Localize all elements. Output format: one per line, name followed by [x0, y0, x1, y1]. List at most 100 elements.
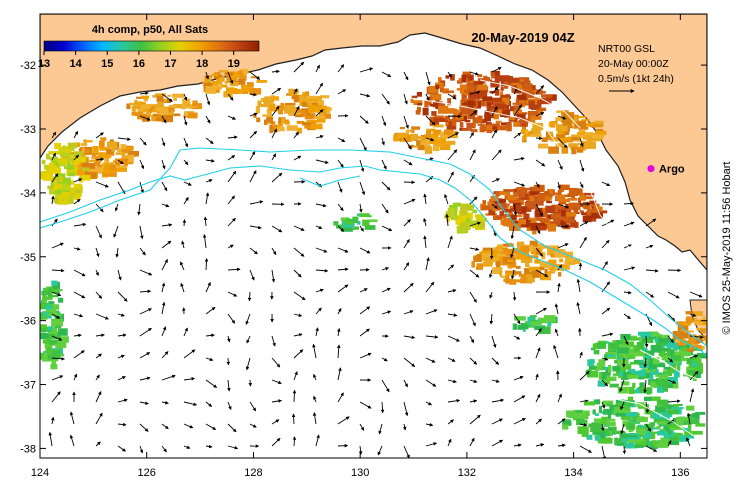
- sst-pixel: [467, 113, 476, 120]
- sst-pixel: [561, 146, 568, 154]
- sst-pixel: [283, 119, 289, 123]
- current-arrow: [227, 379, 231, 392]
- sst-pixel: [505, 95, 511, 99]
- sst-pixel: [439, 131, 449, 139]
- current-arrow: [667, 268, 682, 273]
- current-arrow: [425, 335, 439, 339]
- sst-pixel: [144, 103, 151, 108]
- sst-pixel: [649, 396, 661, 401]
- sst-pixel: [617, 386, 629, 394]
- current-arrow: [293, 225, 305, 231]
- sst-pixel: [369, 219, 378, 223]
- sst-pixel: [60, 148, 72, 153]
- sst-pixel: [653, 357, 660, 365]
- current-arrow: [403, 445, 410, 458]
- sst-pixel: [425, 138, 431, 143]
- sst-pixel: [522, 135, 527, 141]
- sst-pixel: [514, 316, 526, 321]
- current-arrow: [315, 327, 319, 337]
- sst-pixel: [608, 428, 613, 437]
- sst-pixel: [512, 323, 518, 330]
- sst-pixel: [590, 203, 600, 208]
- sst-pixel: [182, 98, 191, 107]
- sst-pixel: [583, 401, 595, 406]
- colorbar-tick-label: 16: [133, 58, 145, 70]
- sst-pixel: [307, 97, 318, 102]
- sst-pixel: [413, 145, 419, 148]
- sst-pixel: [325, 113, 331, 119]
- sst-pixel: [483, 125, 493, 130]
- sst-pixel: [596, 363, 603, 371]
- colorbar-title: 4h comp, p50, All Sats: [92, 24, 208, 36]
- sst-pixel: [212, 81, 219, 85]
- current-arrow: [117, 269, 122, 281]
- current-arrow: [579, 445, 592, 453]
- sst-pixel: [594, 418, 602, 423]
- sst-pixel: [571, 146, 577, 155]
- sst-pixel: [667, 404, 679, 410]
- current-arrow: [359, 203, 363, 213]
- sst-pixel: [91, 169, 96, 174]
- sst-pixel: [692, 371, 702, 378]
- sst-pixel: [426, 128, 435, 132]
- sst-pixel: [537, 193, 550, 201]
- current-arrow: [381, 93, 390, 105]
- current-arrow: [315, 307, 322, 315]
- sst-pixel: [531, 319, 536, 324]
- sst-pixel: [644, 410, 657, 415]
- sst-pixel: [648, 427, 661, 430]
- current-arrow: [227, 335, 231, 343]
- sst-pixel: [516, 205, 522, 213]
- sst-pixel: [516, 251, 529, 260]
- current-arrow: [535, 328, 542, 337]
- sst-pixel: [631, 370, 640, 376]
- sst-pixel: [695, 423, 706, 427]
- sst-pixel: [306, 95, 318, 100]
- sst-pixel: [559, 137, 570, 143]
- sst-pixel: [673, 355, 681, 361]
- sst-pixel: [632, 351, 645, 357]
- sst-pixel: [581, 196, 594, 200]
- current-arrow: [425, 281, 435, 293]
- current-arrow: [667, 335, 674, 343]
- sst-pixel: [509, 117, 515, 121]
- current-arrow: [579, 137, 584, 147]
- sst-pixel: [513, 191, 519, 197]
- current-arrow: [51, 268, 65, 273]
- current-arrow: [139, 247, 146, 256]
- current-arrow: [291, 413, 296, 425]
- sst-pixel: [464, 98, 472, 102]
- sst-pixel: [560, 220, 564, 225]
- sst-pixel: [650, 371, 654, 380]
- current-arrow: [227, 401, 232, 411]
- sst-pixel: [551, 269, 555, 272]
- sst-pixel: [523, 213, 530, 220]
- x-tick-label: 128: [244, 467, 262, 479]
- current-arrow: [469, 132, 474, 139]
- sst-pixel: [657, 387, 664, 393]
- current-arrow: [447, 419, 454, 425]
- sst-pixel: [339, 224, 343, 230]
- sst-pixel: [621, 381, 630, 386]
- x-tick-label: 132: [458, 467, 476, 479]
- sst-pixel: [41, 328, 46, 333]
- sst-pixel: [61, 155, 70, 160]
- current-arrow: [205, 192, 210, 205]
- current-arrow: [73, 154, 80, 161]
- sst-pixel: [307, 104, 317, 113]
- sst-pixel: [592, 409, 596, 415]
- sst-pixel: [106, 151, 115, 156]
- sst-pixel: [411, 95, 418, 99]
- sst-pixel: [357, 220, 361, 225]
- current-arrow: [315, 135, 324, 139]
- current-arrow: [50, 416, 55, 425]
- sst-pixel: [503, 278, 509, 282]
- sst-pixel: [699, 346, 705, 350]
- current-arrow: [95, 291, 103, 299]
- sst-pixel: [161, 115, 173, 123]
- current-arrow: [227, 423, 237, 433]
- sst-pixel: [607, 413, 612, 419]
- current-arrow: [645, 244, 654, 249]
- sst-pixel: [656, 378, 665, 383]
- sst-pixel: [54, 151, 59, 154]
